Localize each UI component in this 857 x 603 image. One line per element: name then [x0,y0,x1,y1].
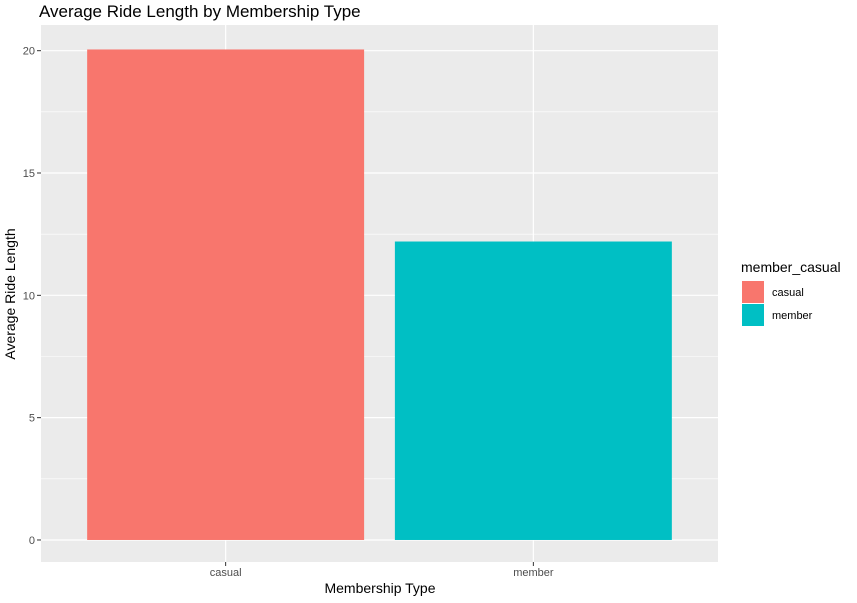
legend-title: member_casual [741,259,841,275]
bar-member [394,241,672,540]
y-tick-label: 15 [23,168,35,180]
x-tick-label-casual: casual [210,567,242,579]
x-axis-title: Membership Type [324,580,435,596]
y-axis-ticks: 0 5 10 15 20 [23,46,41,547]
bars [87,49,672,540]
legend-key-casual [742,281,764,303]
y-tick-label: 0 [29,535,35,547]
legend-label-casual: casual [772,287,804,299]
chart-title: Average Ride Length by Membership Type [39,2,361,21]
y-tick-label: 5 [29,413,35,425]
x-tick-label-member: member [513,567,554,579]
legend-key-member [742,304,764,326]
y-tick-label: 10 [23,290,35,302]
legend-label-member: member [772,310,813,322]
legend: member_casual casual member [741,259,841,326]
bar-casual [87,49,365,540]
y-tick-label: 20 [23,46,35,58]
legend-items: casual member [742,281,813,326]
y-axis-title: Average Ride Length [2,228,18,359]
x-axis-ticks: casual member [210,562,554,579]
